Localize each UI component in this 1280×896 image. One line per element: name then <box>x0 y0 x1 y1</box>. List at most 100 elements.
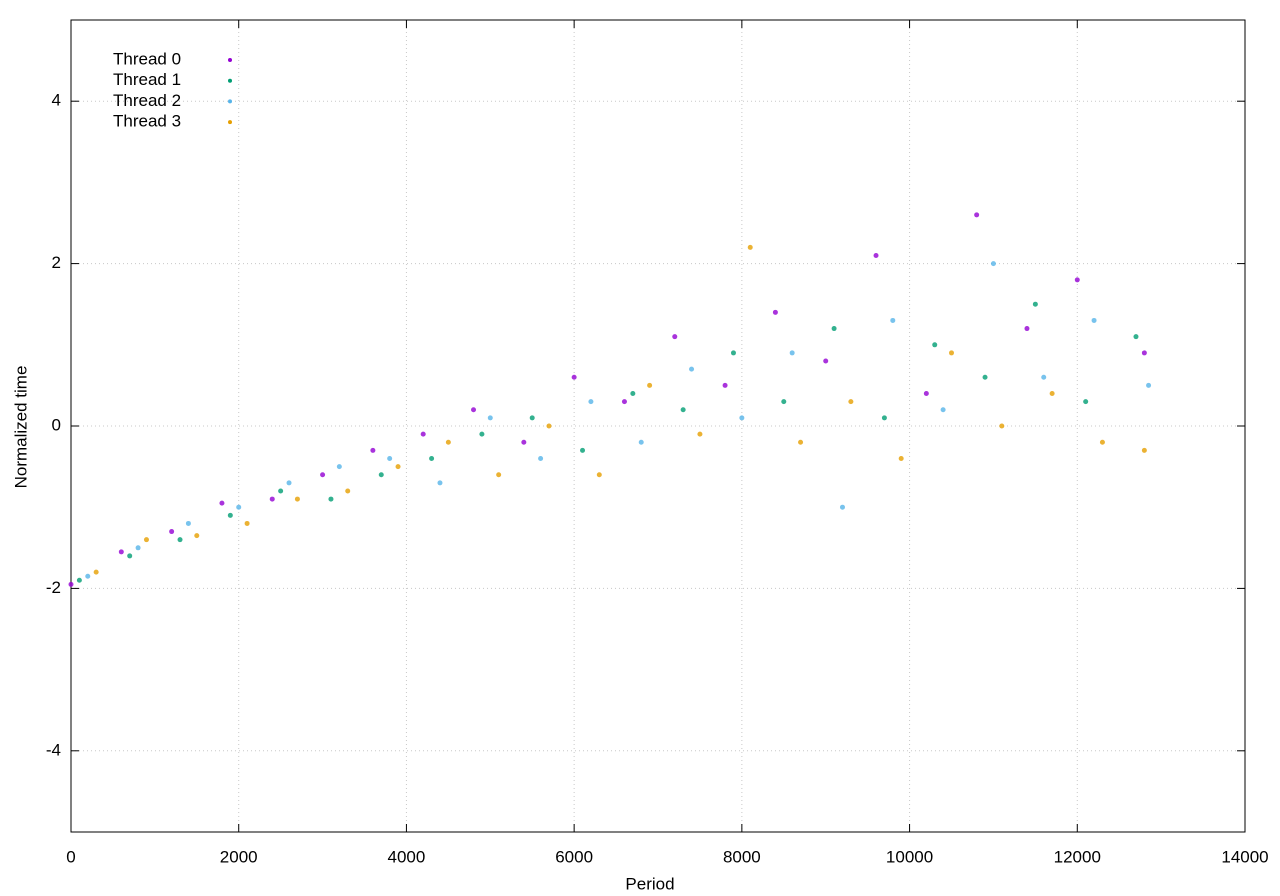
point <box>529 415 535 421</box>
legend-marker <box>228 99 232 104</box>
y-axis-label: Normalized time <box>11 366 30 489</box>
y-tick-label: -4 <box>46 740 61 759</box>
legend-marker <box>228 120 232 125</box>
point <box>949 350 954 356</box>
point <box>630 391 636 397</box>
x-tick-label: 8000 <box>723 847 761 866</box>
point <box>76 577 82 583</box>
point <box>420 431 426 437</box>
point <box>127 553 133 559</box>
point <box>395 464 401 470</box>
x-tick-label: 2000 <box>220 847 258 866</box>
point <box>521 439 527 445</box>
point <box>118 549 124 555</box>
point <box>923 391 929 397</box>
point <box>898 455 904 461</box>
point <box>940 407 946 413</box>
point <box>697 431 703 437</box>
point <box>244 520 250 526</box>
point <box>479 431 485 437</box>
point <box>638 439 644 445</box>
x-tick-label: 6000 <box>555 847 593 866</box>
legend-marker <box>228 78 232 83</box>
point <box>85 573 91 579</box>
x-tick-label: 4000 <box>388 847 426 866</box>
point <box>294 496 300 502</box>
point <box>990 261 996 267</box>
point <box>571 374 577 380</box>
legend-marker <box>228 58 232 62</box>
legend-label: Thread 1 <box>113 70 181 89</box>
point <box>831 326 837 332</box>
point <box>647 382 653 388</box>
point <box>823 358 829 364</box>
point <box>772 309 778 315</box>
point <box>169 529 175 535</box>
point <box>1146 382 1152 388</box>
point <box>445 439 451 445</box>
point <box>278 488 284 494</box>
point <box>722 382 728 388</box>
point <box>236 504 242 510</box>
x-tick-label: 12000 <box>1054 847 1101 866</box>
point <box>1041 374 1047 380</box>
point <box>269 496 275 502</box>
y-tick-label: 4 <box>52 91 61 110</box>
y-tick-label: 2 <box>52 253 61 272</box>
legend-label: Thread 2 <box>113 91 181 110</box>
point <box>580 447 586 453</box>
point <box>429 455 435 461</box>
point <box>1141 350 1147 356</box>
point <box>739 415 745 421</box>
point <box>378 472 384 478</box>
point <box>286 480 292 486</box>
legend-label: Thread 0 <box>113 49 181 68</box>
point <box>437 480 443 486</box>
point <box>1083 399 1089 405</box>
point <box>1024 326 1030 332</box>
x-tick-label: 10000 <box>886 847 933 866</box>
point <box>177 537 183 543</box>
point <box>219 500 225 506</box>
point <box>487 415 493 421</box>
x-tick-label: 14000 <box>1221 847 1268 866</box>
point <box>1074 277 1080 283</box>
x-tick-label: 0 <box>66 847 75 866</box>
point <box>680 407 686 413</box>
point <box>68 581 74 587</box>
point <box>227 512 233 518</box>
point <box>730 350 736 356</box>
point <box>689 366 695 372</box>
point <box>982 374 988 380</box>
point <box>873 252 879 258</box>
point <box>143 537 149 543</box>
point <box>1141 447 1147 453</box>
point <box>747 244 753 250</box>
x-axis-label: Period <box>625 874 674 893</box>
point <box>881 415 887 421</box>
point <box>999 423 1005 429</box>
point <box>1099 439 1105 445</box>
point <box>1032 301 1038 307</box>
point <box>185 520 191 526</box>
point <box>789 350 795 356</box>
point <box>370 447 376 453</box>
point <box>320 472 326 478</box>
point <box>194 533 200 539</box>
point <box>1133 334 1139 340</box>
point <box>93 569 99 575</box>
point <box>1049 391 1055 397</box>
point <box>546 423 552 429</box>
point <box>672 334 678 340</box>
point <box>588 399 594 405</box>
point <box>839 504 845 510</box>
point <box>471 407 477 413</box>
point <box>890 317 896 323</box>
y-tick-label: 0 <box>52 415 61 434</box>
point <box>336 464 342 470</box>
y-tick-label: -2 <box>46 578 61 597</box>
plot-border <box>70 19 1246 833</box>
point <box>496 472 502 478</box>
point <box>1091 317 1097 323</box>
